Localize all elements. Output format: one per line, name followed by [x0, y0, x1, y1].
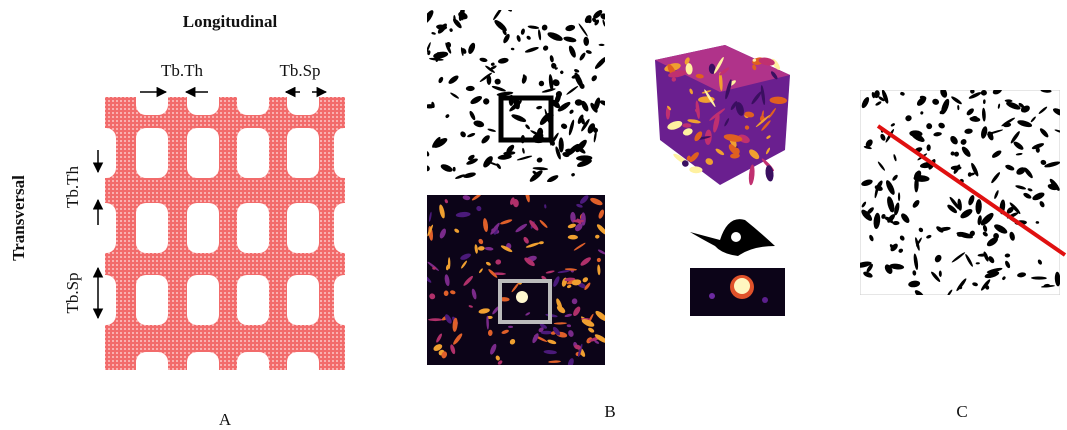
- panel-title: Longitudinal: [183, 12, 278, 31]
- pore: [237, 352, 269, 390]
- pore: [287, 275, 319, 325]
- trabecula: [765, 165, 775, 182]
- dimension-label: Tb.Sp: [63, 272, 82, 313]
- pore: [136, 275, 168, 325]
- panel-label: A: [219, 410, 232, 429]
- pore: [136, 352, 168, 390]
- pore: [334, 275, 360, 325]
- pore: [187, 203, 219, 253]
- trabecular-grid: [90, 85, 360, 390]
- pore: [287, 128, 319, 178]
- pore: [237, 128, 269, 178]
- roi-crop: [680, 210, 780, 256]
- panel-label: C: [956, 402, 967, 421]
- pore: [136, 85, 168, 115]
- pore: [187, 275, 219, 325]
- pore: [287, 85, 319, 115]
- pore: [136, 128, 168, 178]
- dimension-label: Tb.Th: [63, 165, 82, 208]
- pore: [90, 128, 116, 178]
- figure: Longitudinal Transversal Tb.Th Tb.Sp Tb.…: [0, 0, 1067, 430]
- roi-density: [690, 268, 785, 316]
- volume-render: [655, 45, 790, 185]
- dimension-label: Tb.Th: [161, 61, 204, 80]
- trabecula: [568, 235, 578, 240]
- binary-slice: [421, 6, 610, 183]
- pore: [187, 352, 219, 390]
- pore: [187, 128, 219, 178]
- side-label: Transversal: [9, 175, 28, 261]
- pore: [237, 85, 269, 115]
- pore: [90, 203, 116, 253]
- binary-slice: [855, 86, 1066, 300]
- pore: [287, 352, 319, 390]
- pore: [187, 85, 219, 115]
- trabecula: [428, 318, 443, 321]
- dimension-label: Tb.Sp: [279, 61, 320, 80]
- pore: [90, 275, 116, 325]
- hotspot: [516, 291, 528, 303]
- pore: [334, 203, 360, 253]
- pore: [237, 275, 269, 325]
- pore: [237, 203, 269, 253]
- pore: [136, 203, 168, 253]
- pore: [287, 203, 319, 253]
- pore: [334, 128, 360, 178]
- panel-label: B: [604, 402, 615, 421]
- density-map: [422, 188, 609, 368]
